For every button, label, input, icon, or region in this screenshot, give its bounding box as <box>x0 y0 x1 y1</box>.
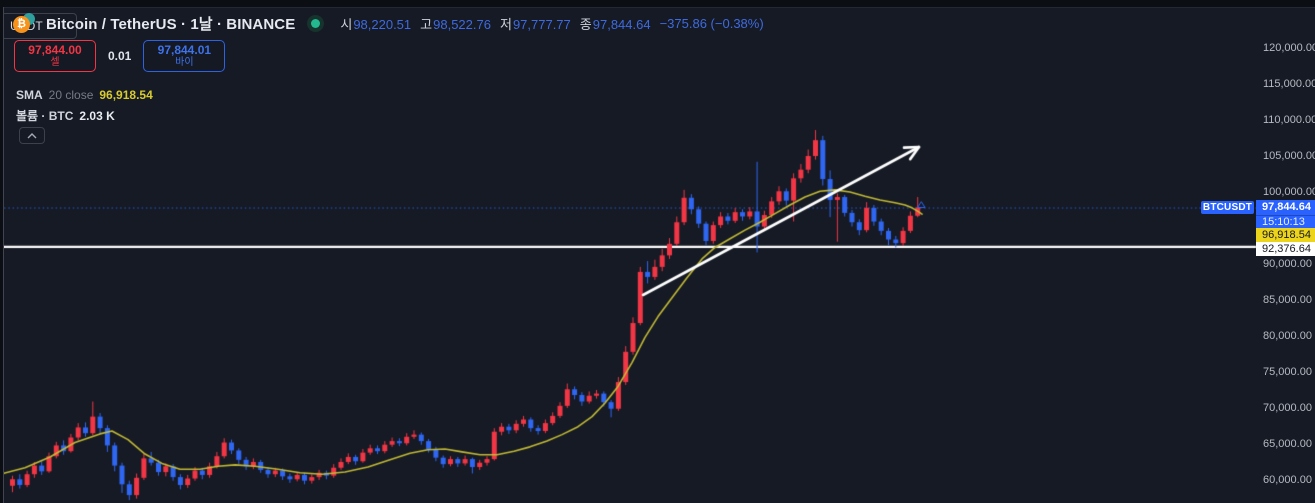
sma-params: 20 close <box>48 88 94 102</box>
price-tick-label: 115,000.00 <box>1263 78 1315 90</box>
sell-label: 셀 <box>50 57 60 69</box>
sma-name: SMA <box>16 88 43 102</box>
ohlc-item: 고98,522.76 <box>420 14 491 33</box>
buy-label: 바이 <box>175 57 194 69</box>
price-tick-label: 60,000.00 <box>1263 473 1312 486</box>
ohlc-label: 종 <box>579 16 592 32</box>
buy-button[interactable]: 97,844.01 바이 <box>143 40 226 72</box>
ohlc-value: 98,522.76 <box>433 16 491 32</box>
sell-button[interactable]: 97,844.00 셀 <box>14 40 96 72</box>
bar-countdown: 15:10:13 <box>1256 215 1315 229</box>
trade-panel: 97,844.00 셀 0.01 97,844.01 바이 <box>14 40 226 72</box>
volume-legend[interactable]: 볼륨 · BTC 2.03 K <box>16 107 115 124</box>
hline-price-label: 92,376.64 <box>1256 242 1315 256</box>
ohlc-value: 98,220.51 <box>353 16 412 32</box>
top-strip <box>0 0 1315 8</box>
ohlc-item: 시98,220.51 <box>340 14 411 33</box>
left-toolbar-strip <box>0 7 4 503</box>
ohlc-row: 시98,220.51 고98,522.76 저97,777.77 종97,844.64… <box>340 14 763 33</box>
symbol-tag-btcusdt: BTCUSDT <box>1201 201 1254 214</box>
ohlc-value: 97,844.64 <box>592 16 651 32</box>
price-tick-label: 120,000.00 <box>1263 42 1315 54</box>
price-change: −375.86 (−0.38%) <box>659 15 764 31</box>
collapse-indicators-button[interactable] <box>19 127 45 144</box>
price-tick-label: 85,000.00 <box>1263 293 1312 306</box>
sell-price: 97,844.00 <box>28 42 82 57</box>
volume-name: 볼륨 · BTC <box>16 109 74 123</box>
sma-legend[interactable]: SMA 20 close 96,918.54 <box>16 88 153 102</box>
price-tick-label: 110,000.00 <box>1263 114 1315 126</box>
price-tick-label: 105,000.00 <box>1263 150 1315 162</box>
buy-price: 97,844.01 <box>157 42 212 57</box>
symbol-logo: ₿ <box>13 12 36 34</box>
volume-value: 2.03 K <box>79 108 115 123</box>
price-tick-label: 65,000.00 <box>1263 437 1312 450</box>
last-price-value: 97,844.64 <box>1262 201 1311 213</box>
symbol-header: ₿ Bitcoin / TetherUS · 1날 · BINANCE 시98,… <box>13 12 764 34</box>
last-price-label: 97,844.64 15:10:13 <box>1256 200 1315 229</box>
market-open-dot <box>311 18 321 28</box>
price-tick-label: 80,000.00 <box>1263 329 1312 342</box>
sma-value: 96,918.54 <box>99 88 153 102</box>
price-tick-label: 70,000.00 <box>1263 401 1312 414</box>
ohlc-label: 고 <box>420 16 433 32</box>
symbol-title[interactable]: Bitcoin / TetherUS · 1날 · BINANCE <box>46 15 296 33</box>
sma-price-label: 96,918.54 <box>1256 228 1315 242</box>
chevron-up-icon <box>27 132 37 138</box>
ohlc-item: 종97,844.64 <box>580 14 651 33</box>
price-tick-label: 75,000.00 <box>1263 365 1312 378</box>
price-axis[interactable]: 60,000.00 65,000.00 70,000.00 75,000.00 80,0… <box>1256 0 1315 503</box>
price-tick-label: 90,000.00 <box>1263 257 1312 270</box>
spread-value: 0.01 <box>108 49 132 63</box>
ohlc-item: 저97,777.77 <box>500 14 571 33</box>
bitcoin-coin-icon: ₿ <box>13 15 30 33</box>
ohlc-label: 저 <box>499 16 512 32</box>
ohlc-label: 시 <box>340 16 353 32</box>
market-status-icon[interactable] <box>307 14 325 32</box>
price-tick-label: 100,000.00 <box>1263 186 1315 198</box>
ohlc-value: 97,777.77 <box>512 16 571 32</box>
